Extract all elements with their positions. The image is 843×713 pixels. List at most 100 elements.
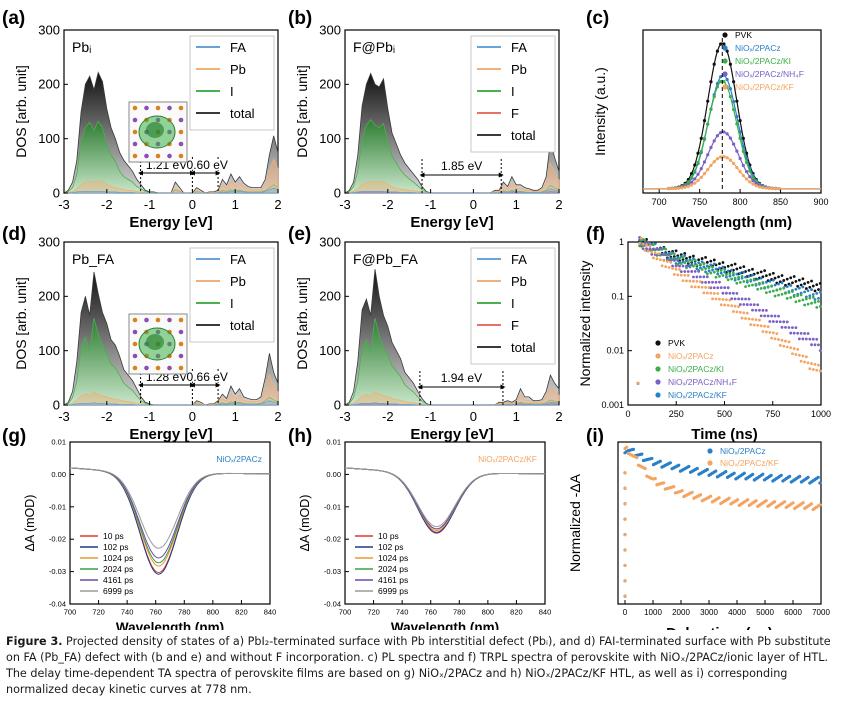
trpl-point	[799, 293, 803, 297]
trpl-point	[662, 259, 666, 263]
trpl-point	[763, 286, 767, 289]
legend-marker	[722, 58, 728, 64]
trpl-point	[650, 250, 654, 254]
kinetics-point	[680, 489, 684, 493]
x-tick-label: 2	[555, 409, 562, 424]
trpl-point	[817, 343, 820, 347]
trpl-point	[787, 291, 791, 294]
trpl-point	[785, 320, 789, 324]
trpl-point	[810, 279, 813, 283]
trpl-point	[756, 277, 760, 281]
x-tick-label: -3	[339, 197, 351, 212]
trpl-point	[652, 247, 655, 251]
panel-inset-label: NiOₓ/2PACz	[216, 454, 262, 464]
trpl-point	[672, 272, 676, 276]
trpl-point	[700, 285, 704, 289]
legend-label: NiOₓ/2PACz/KF	[668, 390, 727, 400]
trpl-point	[754, 282, 758, 286]
kinetics-point	[746, 498, 750, 502]
trpl-point	[792, 347, 796, 350]
kinetics-point	[635, 456, 639, 460]
y-tick-label: -0.02	[49, 535, 66, 544]
trpl-point	[726, 286, 730, 290]
kinetics-point	[623, 471, 627, 475]
trpl-point	[735, 272, 739, 276]
x-tick-label: 6000	[784, 608, 802, 617]
trpl-point	[742, 265, 746, 268]
trpl-point	[686, 260, 690, 264]
trpl-point	[799, 359, 803, 363]
trpl-point	[761, 281, 765, 284]
trpl-point	[638, 244, 641, 248]
trpl-point	[681, 264, 685, 268]
kinetics-point	[625, 445, 629, 449]
trpl-point	[803, 360, 806, 364]
trpl-point	[811, 337, 815, 341]
x-tick-label: -1	[144, 197, 156, 212]
trpl-point	[777, 275, 780, 279]
panel-label: (f)	[586, 224, 605, 245]
trpl-point	[698, 266, 702, 270]
panel-inset-label: F@Pb_FA	[353, 251, 418, 267]
trpl-point	[754, 318, 758, 322]
trpl-point	[711, 297, 714, 301]
legend-label: NiOₓ/2PACz/NH₄F	[668, 377, 737, 387]
trpl-point	[723, 270, 727, 274]
panel-label: (a)	[2, 8, 25, 29]
trpl-point	[815, 337, 819, 341]
kinetics-point	[727, 496, 731, 500]
atom	[144, 105, 149, 111]
trpl-point	[738, 310, 742, 314]
trpl-point	[801, 337, 805, 341]
x-tick-label: 7000	[812, 608, 830, 617]
panel-label: (g)	[2, 426, 26, 447]
kinetics-point	[690, 490, 694, 494]
trpl-point	[784, 326, 787, 329]
trpl-point	[718, 266, 721, 270]
legend-marker	[655, 340, 661, 346]
trpl-point	[747, 274, 751, 278]
trpl-point	[730, 304, 734, 308]
trpl-point	[705, 275, 709, 279]
y-axis-label: DOS [arb. unit]	[13, 65, 29, 158]
kinetics-point	[623, 548, 627, 552]
atom	[167, 365, 172, 371]
x-tick-label: 850	[773, 197, 788, 207]
trpl-point	[737, 297, 740, 301]
trpl-point	[813, 300, 817, 304]
x-axis-label: Wavelength (nm)	[391, 620, 499, 630]
trpl-point	[751, 308, 754, 312]
atom	[155, 153, 161, 159]
y-tick-label: 0	[334, 185, 341, 200]
trpl-point	[704, 286, 707, 289]
trpl-point	[811, 293, 815, 296]
trpl-point	[737, 275, 740, 279]
trpl-point	[751, 267, 754, 271]
trpl-point	[797, 353, 801, 357]
kinetics-point	[709, 494, 713, 498]
trpl-point	[780, 292, 784, 296]
trpl-point	[714, 275, 718, 279]
ta-curve	[344, 467, 545, 528]
legend-label: 4161 ps	[103, 575, 133, 585]
caption-text: Projected density of states of a) PbI₂-t…	[6, 635, 831, 696]
panel-inset-label: Pb_FA	[72, 251, 115, 267]
trpl-point	[768, 330, 772, 334]
y-tick-label: 0	[53, 397, 60, 412]
trpl-point	[723, 303, 727, 307]
trpl-point	[693, 258, 697, 262]
charge-density-core	[146, 122, 164, 138]
x-tick-label: 4000	[728, 608, 746, 617]
trpl-point	[692, 275, 695, 279]
trpl-point	[806, 332, 810, 335]
trpl-point	[794, 287, 798, 291]
trpl-point	[797, 286, 801, 290]
trpl-point	[714, 297, 718, 301]
trpl-point	[646, 249, 650, 253]
kinetics-point	[714, 469, 718, 473]
trpl-point	[777, 282, 780, 286]
legend-marker	[655, 379, 661, 385]
legend-marker	[655, 353, 661, 359]
trpl-point	[707, 269, 711, 273]
trpl-point	[652, 256, 655, 260]
